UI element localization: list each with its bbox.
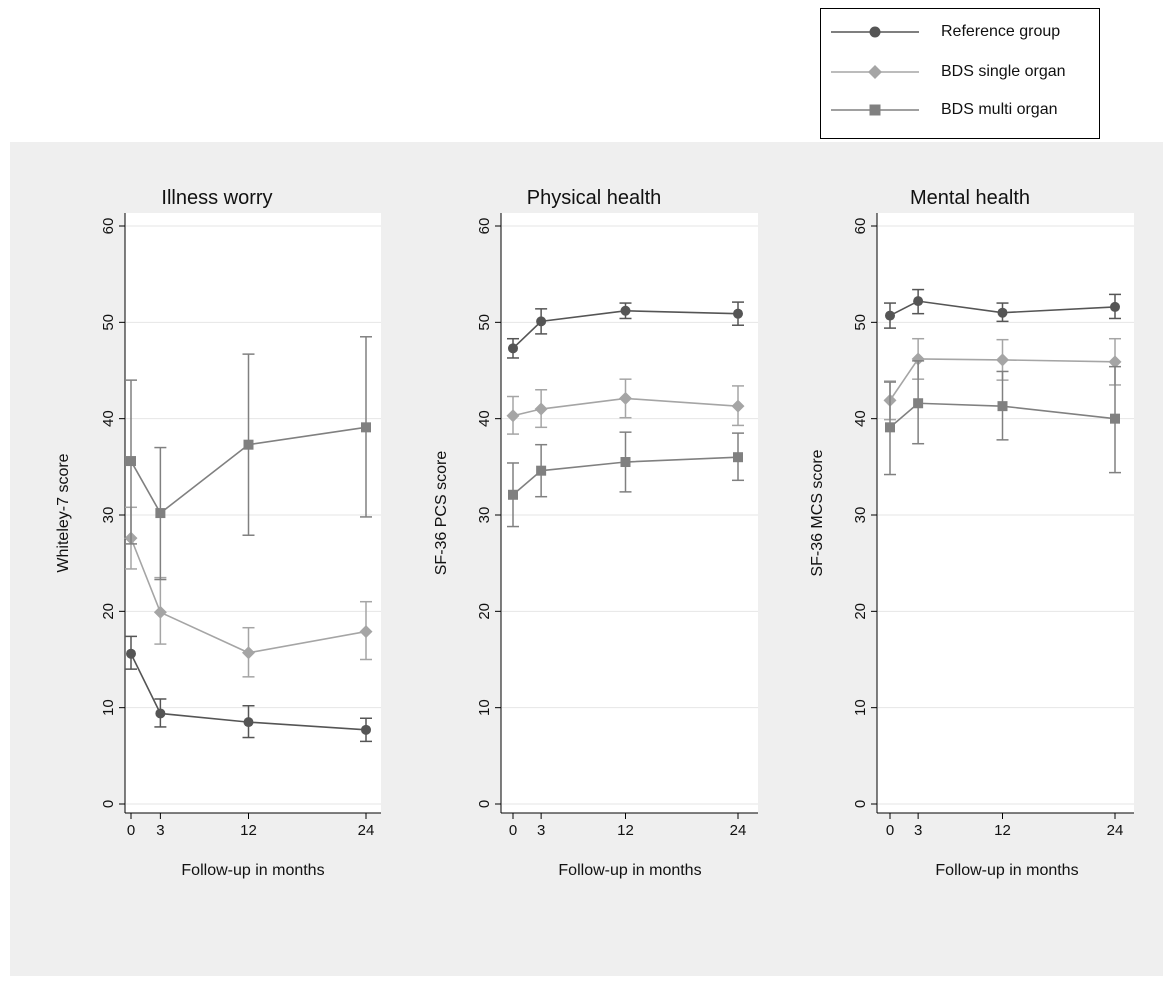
chart2-y-tick-label: 20 — [476, 603, 493, 620]
chart3-y-tick-label: 60 — [852, 218, 869, 235]
chart1-series-1-point — [243, 717, 254, 728]
legend: Reference group BDS single organ BDS mul… — [820, 8, 1100, 139]
chart2-series-2-point — [534, 402, 548, 416]
chart1-series-3-point — [155, 508, 166, 519]
chart2-y-tick-label: 40 — [476, 410, 493, 427]
chart1-y-tick-label: 20 — [100, 603, 117, 620]
chart1-plot-area — [125, 213, 381, 813]
chart1-series-3-point — [243, 439, 254, 450]
chart1-series-2-point — [242, 646, 255, 660]
chart1-y-axis-label: Whiteley-7 score — [55, 453, 72, 572]
chart2-series-2-point — [506, 409, 520, 423]
chart3-y-tick-label: 40 — [852, 410, 869, 427]
chart2-series-1-point — [733, 308, 743, 319]
circle-marker-icon — [831, 26, 919, 38]
chart1-y-tick-label: 10 — [100, 699, 117, 716]
chart2-x-tick-label: 0 — [509, 822, 517, 839]
chart1-series-2-point — [359, 625, 373, 639]
legend-item-single-organ: BDS single organ — [821, 57, 1099, 87]
chart1-series-3-point — [361, 422, 371, 433]
chart2-series-1-point — [620, 305, 631, 316]
chart2-series-2-line — [512, 397, 739, 417]
chart3-series-1-point — [1110, 301, 1120, 312]
chart3-series-1-point — [997, 307, 1008, 318]
chart2-series-2-point — [619, 391, 632, 405]
chart3-y-tick-label: 20 — [852, 603, 869, 620]
chart1-x-tick-label: 24 — [358, 822, 375, 839]
legend-item-multi-organ: BDS multi organ — [821, 95, 1099, 125]
chart3-y-tick-label: 30 — [852, 507, 869, 524]
chart2-series-1-point — [508, 343, 518, 354]
chart3-series-1-line — [889, 300, 1116, 317]
diamond-marker-icon — [831, 65, 919, 79]
chart3-series-3-point — [997, 401, 1008, 412]
chart1-x-axis-label: Follow-up in months — [181, 862, 324, 879]
chart3-title: Mental health — [910, 187, 1030, 209]
legend-label-single-organ: BDS single organ — [941, 63, 1066, 80]
chart3-series-2-point — [996, 353, 1009, 367]
chart3-series-3-line — [889, 402, 1116, 428]
chart2-series-3-point — [508, 489, 518, 500]
chart3-series-2-point — [911, 352, 925, 366]
chart1-series-2-point — [153, 605, 167, 619]
chart1-series-2-line — [130, 537, 367, 654]
chart3-series-2-line — [889, 358, 1116, 401]
legend-item-reference: Reference group — [821, 17, 1099, 47]
chart1-x-tick-label: 3 — [156, 822, 164, 839]
chart1-series-3-line — [130, 426, 367, 515]
chart2-series-3-point — [536, 465, 547, 476]
chart1-series-1-point — [126, 648, 136, 659]
chart2-series-1-point — [536, 316, 547, 327]
chart2-x-tick-label: 3 — [537, 822, 545, 839]
chart2-y-tick-label: 50 — [476, 314, 493, 331]
chart3-series-3-point — [1110, 413, 1120, 424]
chart1-x-tick-label: 12 — [240, 822, 257, 839]
chart2-y-tick-label: 10 — [476, 699, 493, 716]
chart3-x-tick-label: 12 — [994, 822, 1011, 839]
chart2-series-3-point — [620, 457, 631, 468]
chart3-y-tick-label: 0 — [852, 800, 869, 808]
chart2-x-axis-label: Follow-up in months — [558, 862, 701, 879]
chart3-x-axis-label: Follow-up in months — [935, 862, 1078, 879]
chart1-y-tick-label: 40 — [100, 410, 117, 427]
chart1-y-tick-label: 50 — [100, 314, 117, 331]
chart1-series-1-point — [361, 724, 371, 735]
chart2-series-3-point — [733, 452, 743, 463]
chart1-series-1-line — [130, 653, 367, 731]
chart2-y-tick-label: 60 — [476, 218, 493, 235]
legend-label-multi-organ: BDS multi organ — [941, 101, 1058, 118]
chart3-series-3-point — [885, 422, 895, 433]
chart1-y-tick-label: 0 — [100, 800, 117, 808]
chart1-series-1-point — [155, 708, 166, 719]
chart3-x-tick-label: 24 — [1107, 822, 1124, 839]
chart1-y-tick-label: 60 — [100, 218, 117, 235]
chart2-y-tick-label: 30 — [476, 507, 493, 524]
chart2-series-1-line — [512, 309, 739, 349]
chart3-series-1-point — [885, 310, 895, 321]
chart1-series-3-point — [126, 456, 136, 467]
legend-label-reference: Reference group — [941, 23, 1061, 40]
chart3-x-tick-label: 0 — [886, 822, 894, 839]
chart3-series-3-point — [913, 398, 924, 409]
chart2-x-tick-label: 12 — [617, 822, 634, 839]
chart2-series-3-line — [512, 456, 739, 496]
chart3-y-tick-label: 50 — [852, 314, 869, 331]
chart3-x-tick-label: 3 — [914, 822, 922, 839]
square-marker-icon — [831, 104, 919, 116]
chart3-series-1-point — [913, 296, 924, 307]
chart3-y-tick-label: 10 — [852, 699, 869, 716]
chart1-x-tick-label: 0 — [127, 822, 135, 839]
chart1-y-tick-label: 30 — [100, 507, 117, 524]
chart2-title: Physical health — [527, 187, 662, 209]
chart2-y-axis-label: SF-36 PCS score — [433, 451, 450, 576]
chart3-series-2-point — [1108, 355, 1122, 369]
chart3-y-axis-label: SF-36 MCS score — [809, 449, 826, 576]
chart2-x-tick-label: 24 — [730, 822, 747, 839]
chart1-title: Illness worry — [161, 187, 272, 209]
chart2-series-2-point — [731, 399, 745, 413]
chart2-y-tick-label: 0 — [476, 800, 493, 808]
